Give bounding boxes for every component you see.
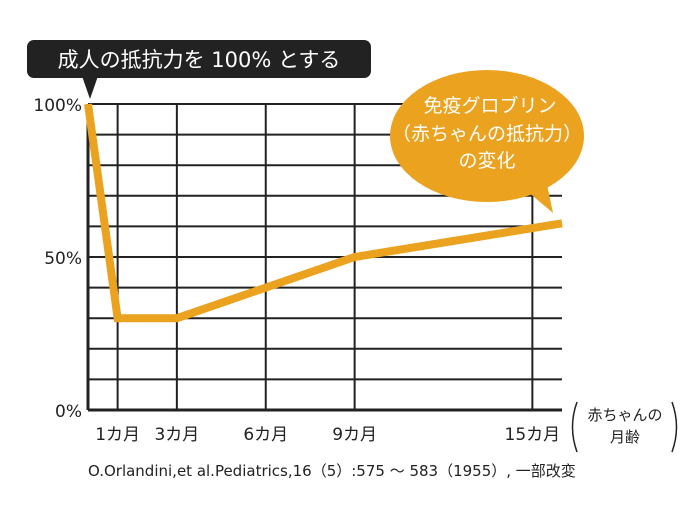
grid [86,103,562,412]
series-line [84,103,563,323]
title-callout: 成人の抵抗力を 100% とする [27,40,371,99]
annotation-line: の変化 [458,150,515,172]
annotation-line: （赤ちゃんの抵抗力） [392,123,582,145]
x-tick-label: 6カ月 [243,425,288,445]
x-axis-label: 赤ちゃんの 月齢 [571,401,678,453]
source-citation: O.Orlandini,et al.Pediatrics,16（5）:575 ～… [88,462,576,480]
y-tick-label: 0% [55,402,82,422]
annotation-line: 免疫グロブリン [423,94,556,117]
chart-title: 成人の抵抗力を 100% とする [58,48,341,72]
y-tick-label: 100% [33,96,82,116]
x-label-line: 赤ちゃんの [587,406,662,424]
annotation-bubble: 免疫グロブリン （赤ちゃんの抵抗力） の変化 [390,70,584,213]
x-label-line: 月齢 [610,428,640,446]
x-tick-label: 15カ月 [505,425,561,445]
x-tick-label: 9カ月 [332,425,377,445]
x-tick-label: 3カ月 [154,425,199,445]
y-tick-label: 50% [44,249,82,269]
x-tick-label: 1カ月 [95,425,140,445]
